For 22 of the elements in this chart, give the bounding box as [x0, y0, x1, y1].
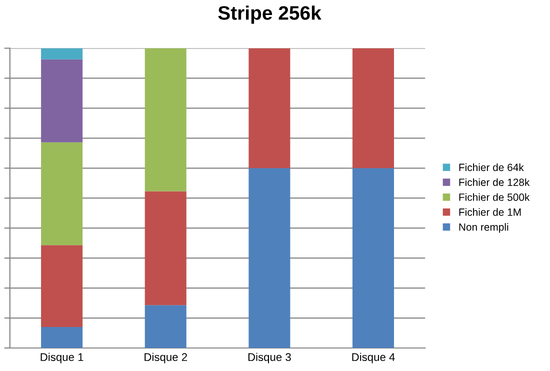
x-tick-label: Disque 2 — [144, 352, 187, 364]
bar — [144, 305, 186, 348]
x-tick-label: Disque 3 — [248, 352, 291, 364]
x-tick-label: Disque 1 — [40, 352, 84, 364]
bar — [144, 191, 186, 306]
legend-label: Fichier de 500k — [459, 193, 530, 201]
bar — [248, 168, 290, 348]
bar — [248, 48, 290, 168]
legend-label: Fichier de 64k — [459, 163, 524, 172]
legend-label: Non rempli — [459, 223, 508, 233]
bar — [41, 142, 83, 246]
legend-label: Fichier de 1M — [459, 208, 521, 216]
bar — [352, 168, 394, 348]
bar — [41, 327, 83, 348]
x-tick-label: Disque 4 — [352, 352, 395, 364]
bar — [352, 48, 394, 168]
bar — [41, 59, 83, 142]
bar — [41, 48, 83, 60]
legend-label: Fichier de 128k — [459, 178, 530, 186]
bar — [41, 245, 83, 328]
bar — [144, 48, 186, 192]
chart-title: Stripe 256k — [218, 6, 322, 24]
